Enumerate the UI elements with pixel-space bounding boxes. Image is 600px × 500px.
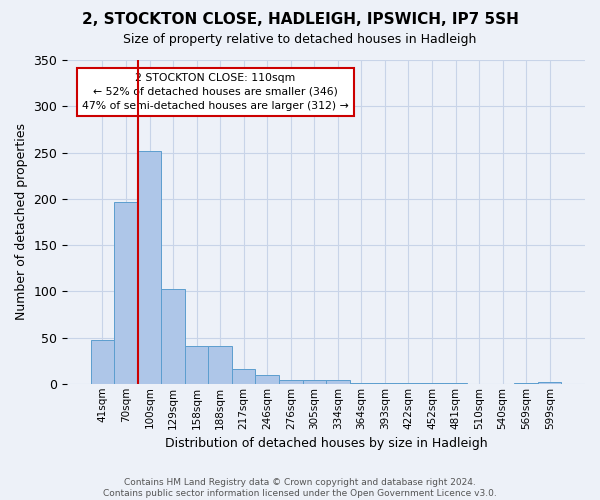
Bar [538, 382, 562, 384]
Bar [185, 346, 208, 384]
Text: 2 STOCKTON CLOSE: 110sqm
← 52% of detached houses are smaller (346)
47% of semi-: 2 STOCKTON CLOSE: 110sqm ← 52% of detach… [82, 73, 349, 111]
Bar [514, 383, 538, 384]
Bar [397, 383, 420, 384]
Text: Contains HM Land Registry data © Crown copyright and database right 2024.
Contai: Contains HM Land Registry data © Crown c… [103, 478, 497, 498]
Bar [350, 383, 373, 384]
Text: Size of property relative to detached houses in Hadleigh: Size of property relative to detached ho… [124, 32, 476, 46]
Bar [256, 376, 279, 384]
Bar [232, 369, 256, 384]
Bar [91, 340, 114, 384]
Bar [420, 383, 444, 384]
Bar [161, 290, 185, 384]
Bar [208, 346, 232, 384]
Y-axis label: Number of detached properties: Number of detached properties [15, 124, 28, 320]
Text: 2, STOCKTON CLOSE, HADLEIGH, IPSWICH, IP7 5SH: 2, STOCKTON CLOSE, HADLEIGH, IPSWICH, IP… [82, 12, 518, 28]
Bar [373, 383, 397, 384]
Bar [279, 380, 302, 384]
Bar [444, 383, 467, 384]
Bar [114, 202, 138, 384]
Bar [302, 380, 326, 384]
Bar [326, 380, 350, 384]
Bar [138, 150, 161, 384]
X-axis label: Distribution of detached houses by size in Hadleigh: Distribution of detached houses by size … [165, 437, 487, 450]
